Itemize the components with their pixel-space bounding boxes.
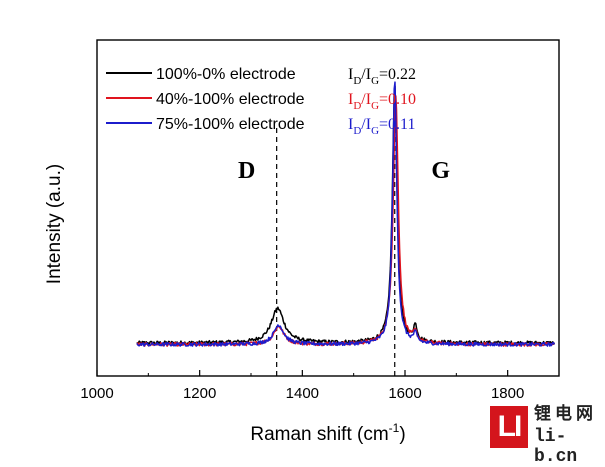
x-axis-ticks: 1000 1200 1400 1600 1800: [80, 370, 524, 402]
x-tick-label: 1000: [80, 385, 113, 402]
watermark: LI 锂电网 li-b.cn: [490, 404, 602, 467]
x-tick-label: 1200: [183, 385, 216, 402]
legend-ratio-0: ID/IG=0.22: [348, 66, 416, 87]
legend-ratio-2: ID/IG=0.11: [348, 116, 415, 137]
watermark-text-cn: 锂电网: [534, 404, 597, 424]
x-axis-label: Raman shift (cm-1): [250, 421, 405, 445]
x-tick-label: 1400: [286, 385, 319, 402]
series-line-2: [136, 81, 556, 347]
peak-label-G: G: [431, 158, 450, 184]
series-lines: [136, 81, 556, 347]
legend-label-2: 75%-100% electrode: [156, 116, 305, 133]
peak-label-D: D: [238, 158, 255, 184]
y-axis-label: Intensity (a.u.): [44, 164, 65, 284]
plot-frame: [96, 39, 560, 377]
series-line-1: [136, 95, 556, 347]
x-axis-label-sup: -1: [389, 421, 400, 435]
legend-label-0: 100%-0% electrode: [156, 66, 296, 83]
watermark-logo: LI: [490, 406, 528, 448]
legend-label-1: 40%-100% electrode: [156, 91, 305, 108]
watermark-text-url: li-b.cn: [534, 427, 578, 467]
legend-ratio-1: ID/IG=0.10: [348, 91, 416, 112]
x-tick-label: 1600: [388, 385, 421, 402]
x-tick-label: 1800: [491, 385, 524, 402]
legend: 100%-0% electrode ID/IG=0.22 40%-100% elec…: [106, 66, 416, 137]
